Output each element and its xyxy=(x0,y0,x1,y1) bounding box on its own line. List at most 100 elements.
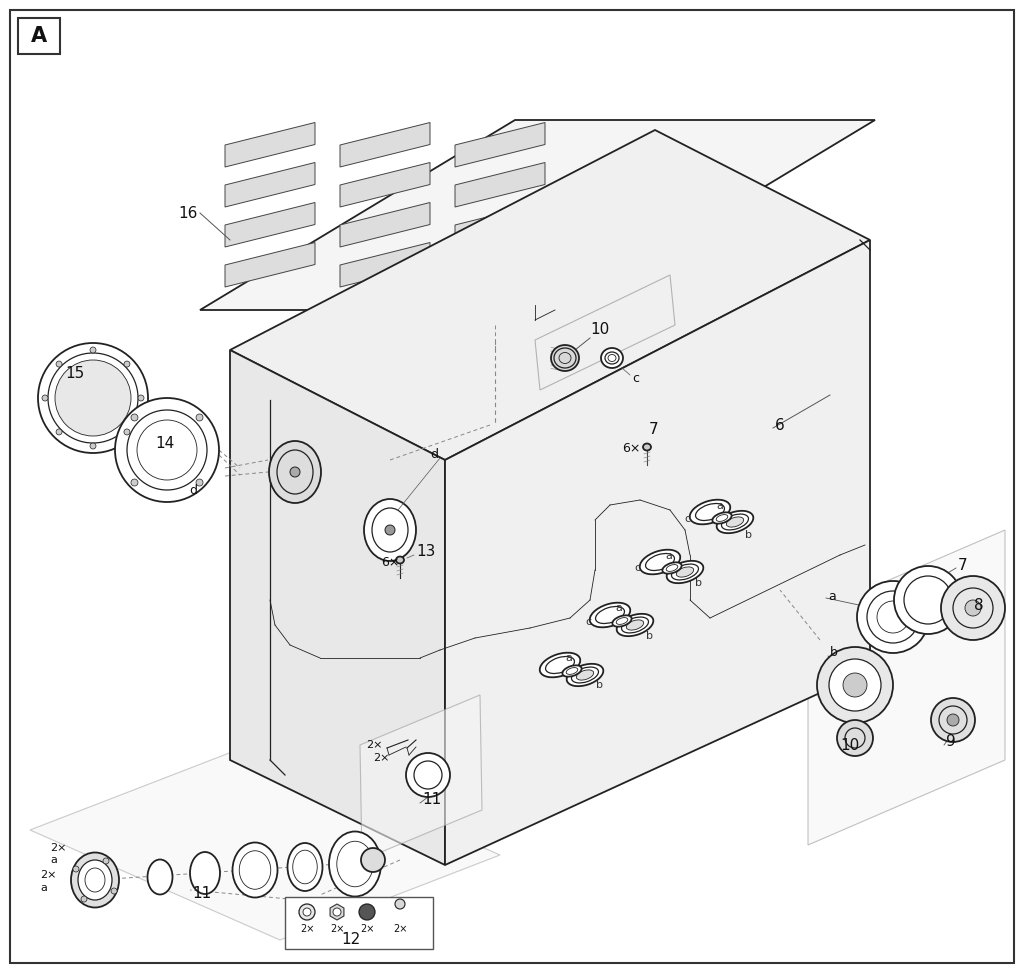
Ellipse shape xyxy=(396,557,404,563)
Text: c: c xyxy=(632,372,639,384)
Circle shape xyxy=(42,395,48,401)
Circle shape xyxy=(843,673,867,697)
Text: 10: 10 xyxy=(840,738,859,752)
Text: a: a xyxy=(40,883,47,893)
Circle shape xyxy=(124,361,130,367)
Polygon shape xyxy=(340,202,430,247)
Ellipse shape xyxy=(269,441,321,503)
Text: a: a xyxy=(828,590,836,602)
Ellipse shape xyxy=(690,500,730,524)
Ellipse shape xyxy=(676,567,693,577)
Text: a: a xyxy=(665,551,672,561)
Circle shape xyxy=(817,647,893,723)
Polygon shape xyxy=(455,202,545,247)
Polygon shape xyxy=(200,120,874,310)
Text: 6: 6 xyxy=(775,417,784,433)
Ellipse shape xyxy=(540,653,581,677)
Text: b: b xyxy=(646,631,653,641)
Text: b: b xyxy=(695,578,702,588)
Circle shape xyxy=(359,904,375,920)
Polygon shape xyxy=(360,695,482,860)
Ellipse shape xyxy=(288,843,323,891)
Circle shape xyxy=(111,888,117,894)
Circle shape xyxy=(894,566,962,634)
Circle shape xyxy=(196,414,203,421)
Circle shape xyxy=(73,866,79,872)
Text: 14: 14 xyxy=(155,436,174,450)
Polygon shape xyxy=(455,242,545,287)
Circle shape xyxy=(103,858,109,864)
Circle shape xyxy=(395,899,406,909)
Text: 2×: 2× xyxy=(393,924,408,934)
Text: 15: 15 xyxy=(65,366,84,380)
Polygon shape xyxy=(455,162,545,207)
Text: 2×: 2× xyxy=(366,740,383,750)
Bar xyxy=(285,897,433,949)
Circle shape xyxy=(941,576,1005,640)
Circle shape xyxy=(965,600,981,616)
Text: 13: 13 xyxy=(416,545,435,559)
Polygon shape xyxy=(330,904,344,920)
Text: 2×: 2× xyxy=(40,870,56,880)
Text: 6×: 6× xyxy=(622,442,640,454)
Text: 6×: 6× xyxy=(381,556,399,568)
Text: c: c xyxy=(684,514,690,524)
Ellipse shape xyxy=(78,860,112,900)
Text: A: A xyxy=(31,26,47,46)
Text: b: b xyxy=(830,646,838,660)
Ellipse shape xyxy=(713,513,731,523)
Polygon shape xyxy=(535,275,675,390)
Ellipse shape xyxy=(590,602,630,628)
Text: a: a xyxy=(50,855,57,865)
Polygon shape xyxy=(455,123,545,167)
Circle shape xyxy=(124,429,130,435)
Ellipse shape xyxy=(577,669,594,680)
Circle shape xyxy=(406,753,450,797)
Circle shape xyxy=(385,525,395,535)
Ellipse shape xyxy=(147,859,172,894)
Circle shape xyxy=(56,361,62,367)
Ellipse shape xyxy=(562,666,582,676)
Ellipse shape xyxy=(616,614,653,636)
Polygon shape xyxy=(230,350,445,865)
Text: 16: 16 xyxy=(178,205,198,221)
Polygon shape xyxy=(340,162,430,207)
Ellipse shape xyxy=(190,852,220,894)
Ellipse shape xyxy=(364,499,416,561)
Text: b: b xyxy=(596,680,603,690)
Circle shape xyxy=(56,429,62,435)
Text: d: d xyxy=(430,449,438,461)
Circle shape xyxy=(333,908,341,916)
Polygon shape xyxy=(225,242,315,287)
Polygon shape xyxy=(225,162,315,207)
Circle shape xyxy=(837,720,873,756)
Polygon shape xyxy=(225,123,315,167)
Circle shape xyxy=(131,414,138,421)
Polygon shape xyxy=(340,242,430,287)
Circle shape xyxy=(196,479,203,486)
Ellipse shape xyxy=(71,852,119,908)
Text: 8: 8 xyxy=(974,597,984,612)
Ellipse shape xyxy=(551,345,579,371)
Text: a: a xyxy=(565,653,571,663)
Ellipse shape xyxy=(232,843,278,897)
Text: 2×: 2× xyxy=(373,753,389,763)
Text: b: b xyxy=(745,530,752,540)
Text: 11: 11 xyxy=(422,792,441,808)
Bar xyxy=(18,18,60,54)
Circle shape xyxy=(90,443,96,449)
Circle shape xyxy=(931,698,975,742)
Circle shape xyxy=(55,360,131,436)
Circle shape xyxy=(829,659,881,711)
Ellipse shape xyxy=(612,615,632,627)
Text: 2×: 2× xyxy=(50,843,67,853)
Circle shape xyxy=(81,896,87,902)
Text: 12: 12 xyxy=(341,932,360,948)
Text: c: c xyxy=(634,563,640,573)
Polygon shape xyxy=(340,123,430,167)
Circle shape xyxy=(38,343,148,453)
Ellipse shape xyxy=(329,832,381,896)
Text: 7: 7 xyxy=(958,558,968,572)
Ellipse shape xyxy=(566,664,603,686)
Circle shape xyxy=(131,479,138,486)
